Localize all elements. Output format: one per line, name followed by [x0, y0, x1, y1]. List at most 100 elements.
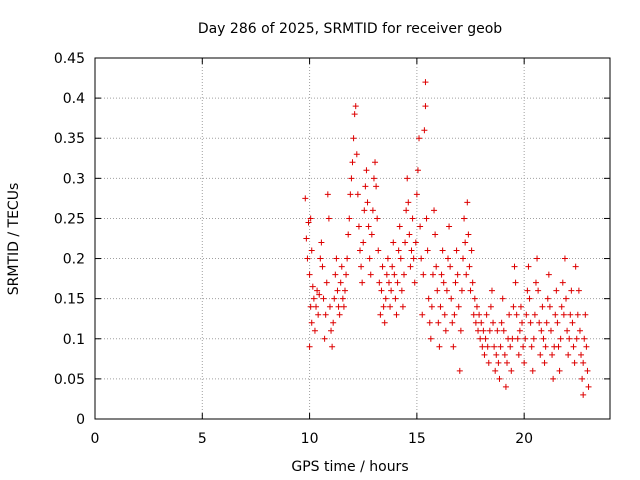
data-point — [573, 335, 580, 342]
data-point — [524, 287, 531, 294]
data-point — [316, 291, 323, 298]
data-point — [410, 255, 417, 262]
data-point — [493, 351, 500, 358]
data-point — [466, 263, 473, 270]
data-point — [468, 247, 475, 254]
y-tick-label: 0 — [76, 412, 85, 428]
data-point — [538, 327, 545, 334]
data-point — [307, 215, 314, 222]
data-point — [389, 263, 396, 270]
data-point — [465, 231, 472, 238]
data-point — [347, 191, 354, 198]
data-point — [523, 311, 530, 318]
data-point — [343, 271, 350, 278]
data-point — [391, 271, 398, 278]
x-tick-label: 15 — [408, 431, 426, 447]
data-point — [403, 207, 410, 214]
data-point — [421, 127, 428, 134]
y-tick-label: 0.2 — [63, 252, 85, 268]
data-point — [433, 263, 440, 270]
data-point — [315, 311, 322, 318]
data-point — [405, 199, 412, 206]
data-point — [467, 287, 474, 294]
x-tick-label: 20 — [515, 431, 533, 447]
data-point — [536, 319, 543, 326]
data-point — [346, 215, 353, 222]
data-point — [570, 343, 577, 350]
data-point — [497, 343, 504, 350]
data-point — [526, 295, 533, 302]
data-point — [323, 279, 330, 286]
data-point — [437, 303, 444, 310]
data-point — [336, 311, 343, 318]
data-point — [401, 271, 407, 278]
data-point — [572, 263, 579, 270]
data-point — [408, 247, 415, 254]
data-point — [379, 263, 386, 270]
y-tick-label: 0.05 — [54, 372, 85, 388]
data-point — [452, 279, 459, 286]
chart-title: Day 286 of 2025, SRMTID for receiver geo… — [198, 21, 502, 37]
data-point — [579, 375, 586, 382]
data-point — [387, 303, 394, 310]
data-point — [429, 271, 436, 278]
data-point — [530, 335, 537, 342]
data-point — [501, 351, 508, 358]
data-point — [341, 287, 348, 294]
data-point — [583, 343, 590, 350]
data-point — [326, 303, 333, 310]
data-point — [384, 255, 391, 262]
data-point — [469, 279, 476, 286]
data-point — [394, 279, 401, 286]
data-point — [328, 327, 335, 334]
data-point — [447, 263, 454, 270]
data-point — [571, 359, 578, 366]
y-tick-label: 0.4 — [63, 91, 85, 107]
data-point — [383, 271, 390, 278]
data-point — [357, 247, 364, 254]
data-point — [310, 295, 317, 302]
data-point — [545, 271, 552, 278]
data-point — [477, 335, 484, 342]
data-point — [432, 231, 439, 238]
data-point — [382, 295, 389, 302]
data-point — [411, 279, 418, 286]
data-point — [317, 255, 324, 262]
data-point — [318, 239, 325, 246]
data-point — [506, 311, 513, 318]
data-point — [567, 311, 574, 318]
data-point — [580, 391, 587, 398]
data-point — [541, 359, 548, 366]
data-point — [557, 335, 564, 342]
data-point — [441, 311, 448, 318]
data-point — [368, 231, 375, 238]
data-points — [302, 79, 592, 398]
data-point — [304, 255, 311, 262]
data-point — [354, 191, 361, 198]
data-point — [451, 311, 458, 318]
data-point — [521, 359, 528, 366]
data-point — [547, 327, 554, 334]
data-point — [417, 223, 424, 230]
data-point — [435, 319, 442, 326]
y-tick-label: 0.25 — [54, 211, 85, 227]
y-tick-label: 0.15 — [54, 292, 85, 308]
data-point — [330, 319, 337, 326]
data-point — [325, 215, 332, 222]
data-point — [358, 263, 365, 270]
data-point — [483, 311, 490, 318]
data-point — [355, 223, 362, 230]
data-point — [438, 271, 445, 278]
x-axis-label: GPS time / hours — [291, 459, 408, 475]
data-point — [404, 175, 411, 182]
data-point — [426, 319, 433, 326]
data-point — [367, 271, 374, 278]
data-point — [337, 279, 344, 286]
data-point — [568, 287, 575, 294]
data-point — [363, 167, 370, 174]
data-point — [392, 295, 399, 302]
data-point — [360, 239, 367, 246]
data-point — [511, 263, 518, 270]
data-point — [463, 271, 470, 278]
data-point — [450, 343, 457, 350]
